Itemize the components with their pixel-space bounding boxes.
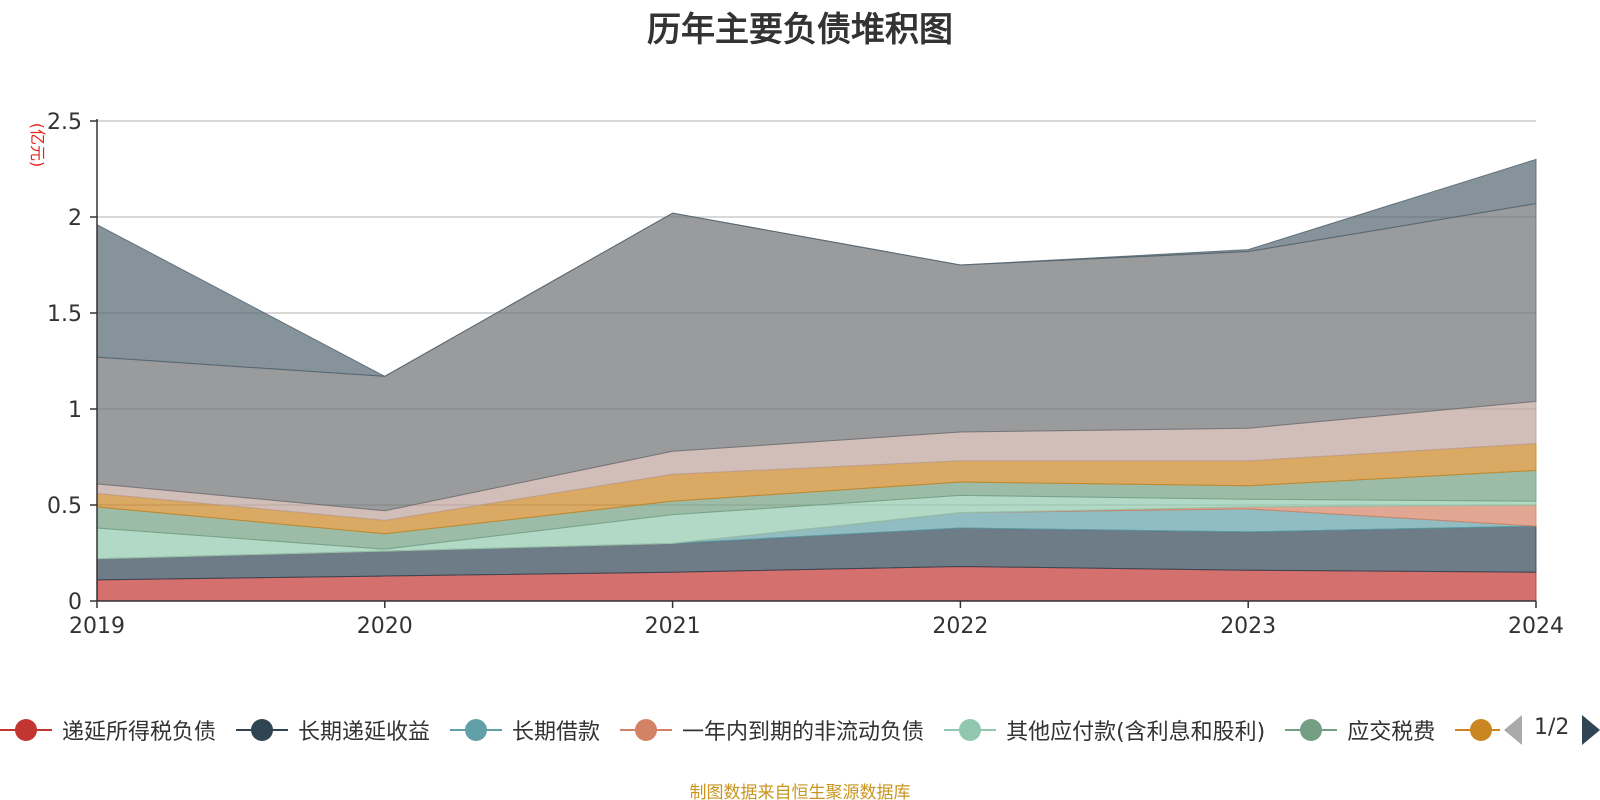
- chart-title: 历年主要负债堆积图: [647, 10, 953, 50]
- legend-item[interactable]: 应付职工薪酬: [1455, 710, 1500, 750]
- legend-marker-icon: [944, 718, 997, 742]
- x-tick-label: 2020: [357, 614, 413, 639]
- area-series-9: [96, 158, 1537, 377]
- y-tick-label: 1: [68, 398, 82, 423]
- y-tick-label: 2: [68, 206, 82, 231]
- legend-marker-dot: [635, 719, 658, 741]
- legend-prev-page-button[interactable]: [1504, 715, 1522, 745]
- legend-marker-dot: [1300, 719, 1323, 741]
- data-source-note: 制图数据来自恒生聚源数据库: [689, 783, 911, 800]
- legend-marker-icon: [236, 718, 289, 742]
- legend-marker-icon: [0, 718, 52, 742]
- legend-marker-icon: [1455, 718, 1500, 742]
- chart-svg: (亿元) 0 0.5 1 1.5 2 2.5 2019 2020 2021 2022 2023 202…: [28, 110, 1564, 639]
- x-tick-label: 2019: [69, 614, 125, 639]
- legend-marker-icon: [1285, 718, 1338, 742]
- legend-pager: 1/2: [1500, 713, 1600, 749]
- y-axis-unit-label: (亿元): [28, 123, 47, 168]
- legend-marker-dot: [465, 719, 488, 741]
- legend-item[interactable]: 应交税费: [1285, 710, 1435, 750]
- x-tick-label: 2024: [1508, 614, 1564, 639]
- legend-item[interactable]: 长期递延收益: [236, 710, 430, 750]
- legend-label: 一年内到期的非流动负债: [682, 720, 925, 745]
- y-tick-label: 0: [68, 590, 82, 615]
- legend-label: 其他应付款(含利息和股利): [1006, 720, 1266, 745]
- legend-marker-dot: [1470, 719, 1493, 741]
- legend-label: 递延所得税负债: [62, 720, 217, 745]
- legend-marker-dot: [251, 719, 274, 741]
- stacked-areas: [96, 158, 1537, 602]
- legend-item[interactable]: 一年内到期的非流动负债: [620, 710, 924, 750]
- legend-label: 长期借款: [512, 720, 601, 745]
- legend-item[interactable]: 递延所得税负债: [0, 710, 216, 750]
- legend-marker-dot: [15, 719, 37, 741]
- legend-marker-icon: [620, 718, 673, 742]
- legend-next-page-button[interactable]: [1582, 715, 1600, 745]
- x-tick-label: 2023: [1220, 614, 1276, 639]
- y-tick-label: 1.5: [47, 302, 82, 327]
- axes: 0 0.5 1 1.5 2 2.5 2019 2020 2021 2022 2023 2024: [47, 110, 1564, 639]
- legend-marker-dot: [959, 719, 982, 741]
- legend-item[interactable]: 其他应付款(含利息和股利): [944, 710, 1265, 750]
- legend-label: 应交税费: [1347, 720, 1436, 745]
- legend-marker-icon: [450, 718, 503, 742]
- x-tick-label: 2021: [645, 614, 701, 639]
- legend-label: 长期递延收益: [298, 720, 431, 745]
- y-tick-label: 2.5: [47, 110, 82, 135]
- legend: 递延所得税负债 长期递延收益 长期借款 一年内到期的非流动负债 其他应付款(含利息和股利…: [0, 710, 1500, 750]
- legend-page-indicator: 1/2: [1534, 715, 1570, 740]
- x-tick-label: 2022: [932, 614, 988, 639]
- y-tick-label: 0.5: [47, 494, 82, 519]
- legend-item[interactable]: 长期借款: [450, 710, 600, 750]
